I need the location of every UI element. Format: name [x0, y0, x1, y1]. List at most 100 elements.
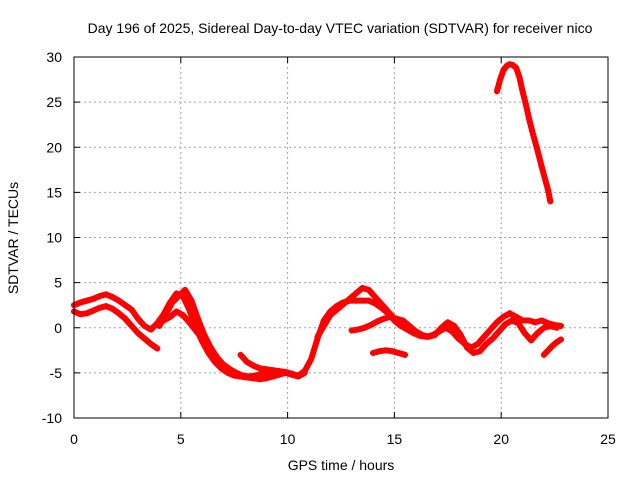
- data-point: [160, 317, 167, 324]
- data-point: [282, 368, 289, 375]
- data-point: [361, 324, 368, 331]
- data-point: [387, 313, 394, 320]
- data-point: [246, 373, 253, 380]
- data-point: [528, 337, 535, 344]
- data-point: [525, 115, 532, 122]
- data-point: [464, 344, 471, 351]
- data-point: [175, 293, 182, 300]
- data-point: [90, 307, 97, 314]
- data-point: [521, 330, 528, 337]
- series-trace: [237, 297, 565, 379]
- data-point: [553, 324, 560, 331]
- data-point: [263, 366, 270, 373]
- data-point: [135, 330, 142, 337]
- data-point: [508, 317, 515, 324]
- data-point: [269, 367, 276, 374]
- series-track-c: [156, 286, 291, 380]
- data-point: [128, 322, 135, 329]
- data-point: [553, 339, 560, 346]
- data-point: [96, 293, 103, 300]
- series-track-h: [370, 347, 409, 358]
- data-point: [412, 328, 419, 335]
- data-point: [558, 336, 565, 343]
- data-point: [269, 373, 276, 380]
- data-point: [384, 308, 391, 315]
- data-point: [258, 370, 265, 377]
- data-point: [538, 164, 545, 171]
- data-point: [502, 321, 509, 328]
- data-point: [348, 327, 355, 334]
- data-point: [470, 350, 477, 357]
- data-point: [314, 333, 321, 340]
- data-point: [382, 347, 389, 354]
- data-point: [535, 151, 542, 158]
- data-point: [295, 372, 302, 379]
- y-tick-label: 20: [46, 139, 62, 155]
- data-point: [359, 285, 366, 292]
- data-point: [83, 310, 90, 317]
- data-point: [513, 313, 520, 320]
- data-point: [402, 351, 409, 358]
- data-point: [352, 297, 359, 304]
- data-point: [545, 187, 552, 194]
- x-tick-label: 10: [280, 431, 296, 447]
- data-point: [457, 331, 464, 338]
- data-point: [515, 320, 522, 327]
- data-point: [244, 359, 251, 366]
- series-track-i: [540, 336, 565, 358]
- data-point: [522, 100, 529, 107]
- data-point: [406, 322, 413, 329]
- data-point: [503, 63, 510, 70]
- data-point: [135, 315, 142, 322]
- data-point: [519, 88, 526, 95]
- data-point: [205, 350, 212, 357]
- data-point: [378, 301, 385, 308]
- data-point: [340, 301, 347, 308]
- data-point: [525, 317, 532, 324]
- data-point: [308, 356, 315, 363]
- data-point: [367, 322, 374, 329]
- series-track-e: [237, 297, 565, 379]
- data-point: [250, 362, 257, 369]
- data-point: [115, 297, 122, 304]
- data-point: [374, 318, 381, 325]
- data-point: [122, 302, 129, 309]
- data-point: [103, 291, 110, 298]
- data-point: [481, 333, 488, 340]
- data-point: [493, 319, 500, 326]
- data-point: [365, 286, 372, 293]
- data-point: [109, 294, 116, 301]
- data-point: [444, 319, 451, 326]
- data-point: [500, 313, 507, 320]
- data-point: [333, 306, 340, 313]
- data-point: [395, 350, 402, 357]
- data-point: [96, 304, 103, 311]
- data-point: [320, 322, 327, 329]
- data-point: [205, 342, 212, 349]
- data-point: [532, 319, 539, 326]
- data-point: [83, 297, 90, 304]
- data-point: [500, 67, 507, 74]
- data-point: [115, 310, 122, 317]
- data-point: [389, 348, 396, 355]
- x-tick-label: 5: [177, 431, 185, 447]
- data-point: [487, 326, 494, 333]
- x-tick-label: 20: [493, 431, 509, 447]
- data-point: [109, 305, 116, 312]
- data-point: [154, 345, 161, 352]
- data-point: [256, 365, 263, 372]
- data-point: [359, 297, 366, 304]
- y-tick-label: 30: [46, 49, 62, 65]
- y-tick-label: -5: [50, 365, 63, 381]
- data-point: [147, 340, 154, 347]
- series-track-g: [348, 313, 560, 357]
- data-point: [545, 347, 552, 354]
- data-point: [186, 319, 193, 326]
- data-point: [239, 372, 246, 379]
- series-trace: [493, 61, 554, 205]
- data-point: [506, 61, 513, 68]
- data-point: [90, 295, 97, 302]
- y-tick-label: 10: [46, 230, 62, 246]
- chart-title: Day 196 of 2025, Sidereal Day-to-day VTE…: [88, 20, 593, 36]
